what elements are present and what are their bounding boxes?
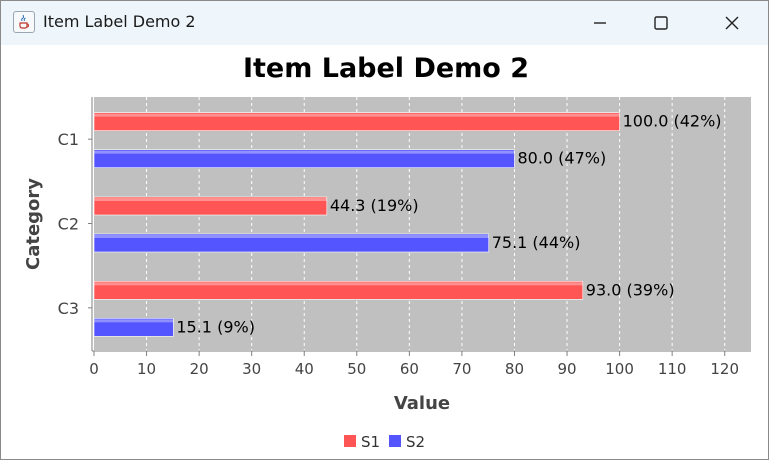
- chart-title: Item Label Demo 2: [243, 53, 529, 84]
- bar-s2-c1: [93, 149, 515, 168]
- category-label: C3: [58, 299, 79, 318]
- close-icon: [725, 16, 739, 30]
- title-bar[interactable]: Item Label Demo 2: [1, 1, 768, 45]
- bar-highlight: [94, 113, 620, 117]
- category-label: C2: [58, 215, 79, 234]
- item-label: 15.1 (9%): [176, 317, 255, 336]
- item-label: 80.0 (47%): [517, 149, 606, 168]
- legend-swatch-s1: [344, 435, 356, 447]
- maximize-button[interactable]: [638, 1, 684, 45]
- bar-s1-c2: [93, 196, 328, 216]
- bar-highlight: [94, 198, 327, 201]
- x-axis-label: Value: [394, 393, 450, 414]
- window-title: Item Label Demo 2: [43, 12, 196, 31]
- bars: [93, 112, 620, 337]
- bar-highlight: [94, 235, 489, 238]
- bar-highlight: [94, 150, 515, 154]
- x-tick-label: 110: [658, 360, 687, 378]
- x-tick-label: 60: [400, 360, 419, 378]
- legend-label: S2: [406, 433, 425, 451]
- minimize-button[interactable]: [577, 1, 623, 45]
- plot-area: [94, 97, 751, 350]
- x-tick-label: 90: [557, 360, 576, 378]
- x-tick-label: 50: [347, 360, 366, 378]
- item-label: 100.0 (42%): [623, 112, 722, 131]
- bar-s1-c1: [93, 112, 620, 131]
- item-label: 44.3 (19%): [330, 196, 419, 215]
- close-button[interactable]: [709, 1, 755, 45]
- bar-s2-c3: [93, 318, 174, 337]
- x-axis-ticks: 0 10 20 30 40 50 60 70 80 90 100 110 120: [89, 351, 739, 378]
- x-tick-label: 70: [452, 360, 471, 378]
- bar-s1-c3: [93, 281, 584, 300]
- x-tick-label: 10: [137, 360, 156, 378]
- legend-swatch-s2: [389, 435, 401, 447]
- bar-chart: Item Label Demo 2 100.0 (42%) 80.0 (47%) 4…: [23, 53, 751, 451]
- legend-label: S1: [361, 433, 380, 451]
- maximize-icon: [654, 16, 668, 30]
- item-labels: 100.0 (42%) 80.0 (47%) 44.3 (19%) 75.1 (44%…: [176, 112, 721, 337]
- java-app-icon: [13, 11, 35, 33]
- category-axis-labels: C1 C2 C3: [58, 130, 92, 318]
- x-tick-label: 100: [605, 360, 634, 378]
- category-label: C1: [58, 130, 79, 149]
- x-tick-label: 30: [242, 360, 261, 378]
- x-tick-label: 40: [295, 360, 314, 378]
- legend: S1 S2: [344, 433, 425, 451]
- chart-panel: Item Label Demo 2 100.0 (42%) 80.0 (47%) 4…: [1, 45, 768, 459]
- bar-s2-c2: [93, 233, 490, 253]
- minimize-icon: [594, 22, 606, 24]
- bar-highlight: [94, 282, 583, 286]
- item-label: 75.1 (44%): [492, 233, 581, 252]
- x-tick-label: 80: [505, 360, 524, 378]
- x-tick-label: 0: [89, 360, 99, 378]
- grid-lines: [146, 97, 726, 350]
- y-axis-label: Category: [23, 178, 44, 270]
- item-label: 93.0 (39%): [586, 280, 675, 299]
- x-tick-label: 20: [190, 360, 209, 378]
- x-tick-label: 120: [710, 360, 739, 378]
- bar-highlight: [94, 319, 174, 323]
